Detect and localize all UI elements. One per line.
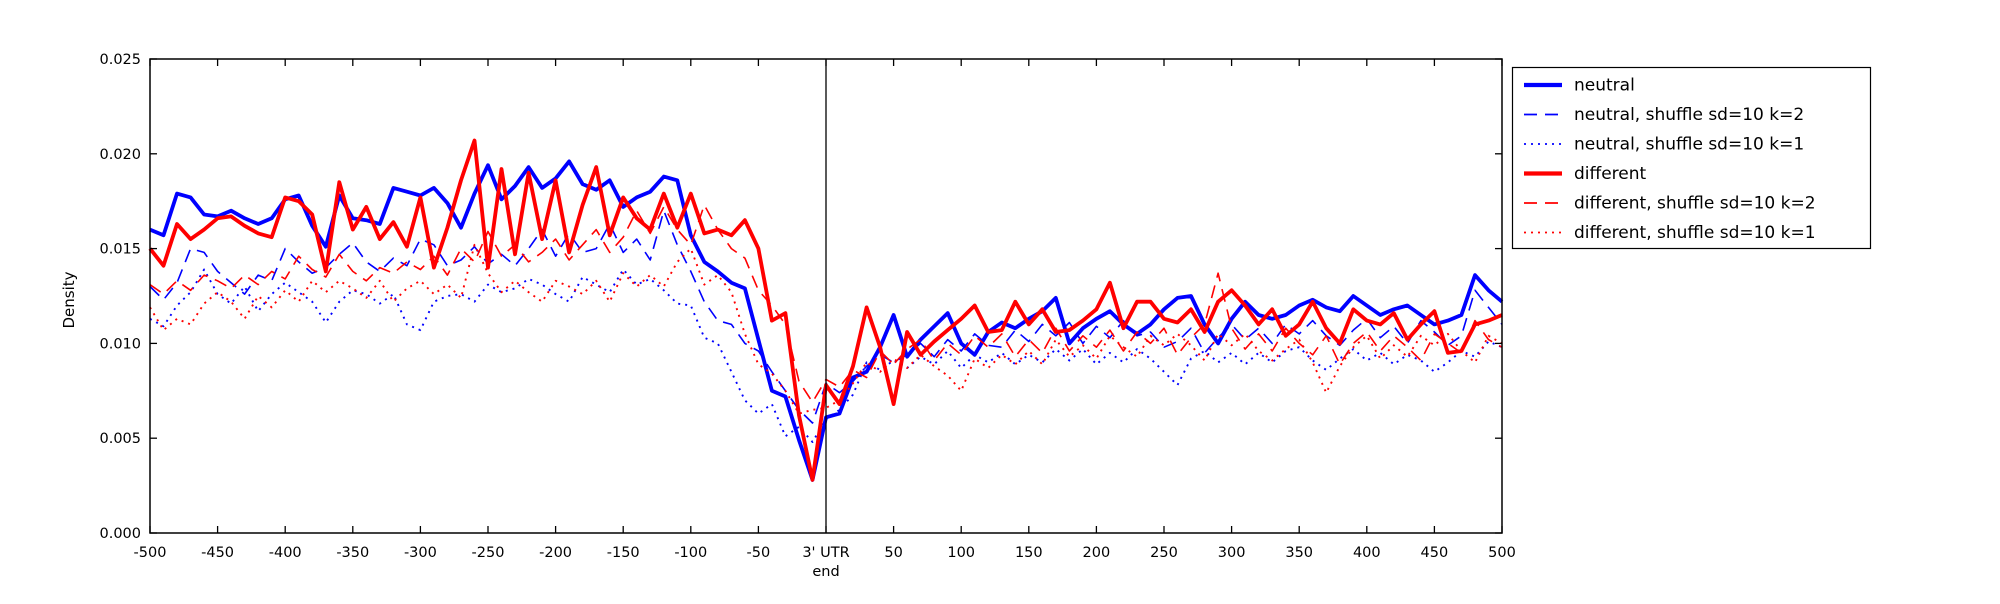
x-tick-label: 200 <box>1083 545 1111 561</box>
legend-label: neutral <box>1574 76 1635 96</box>
x-tick-label-line2: end <box>812 564 839 580</box>
legend-label: different, shuffle sd=10 k=1 <box>1574 223 1816 243</box>
legend-label: different, shuffle sd=10 k=2 <box>1574 194 1816 214</box>
legend-entry: neutral, shuffle sd=10 k=2 <box>1524 105 1804 125</box>
x-tick-label: -150 <box>607 545 640 561</box>
x-tick-label: -300 <box>404 545 437 561</box>
y-tick-label: 0.025 <box>99 52 141 68</box>
y-axis-label: Density <box>60 271 78 328</box>
legend-label: neutral, shuffle sd=10 k=1 <box>1574 135 1804 155</box>
x-tick-label: 400 <box>1353 545 1381 561</box>
legend-entry: different, shuffle sd=10 k=1 <box>1524 223 1816 243</box>
x-tick-label: -250 <box>472 545 505 561</box>
y-tick-label: 0.000 <box>99 526 141 542</box>
axis-ticks <box>149 58 1503 534</box>
x-tick-label: 250 <box>1150 545 1178 561</box>
x-tick-label: 150 <box>1015 545 1043 561</box>
y-tick-label: 0.010 <box>99 336 141 352</box>
x-tick-label: 3' UTR <box>802 545 849 561</box>
legend-entry: neutral <box>1524 76 1635 96</box>
series-line-5 <box>149 243 1503 415</box>
x-tick-label: -500 <box>134 545 167 561</box>
legend: neutral neutral, shuffle sd=10 k=2 neutral… <box>1511 66 1872 250</box>
y-tick-label: 0.005 <box>99 431 141 447</box>
x-tick-label: 500 <box>1488 545 1516 561</box>
legend-label: neutral, shuffle sd=10 k=2 <box>1574 105 1804 125</box>
x-tick-label: -50 <box>747 545 771 561</box>
legend-entry: different <box>1524 164 1647 184</box>
x-tick-label: -100 <box>674 545 707 561</box>
x-tick-label: -350 <box>336 545 369 561</box>
x-tick-label: 50 <box>884 545 902 561</box>
x-tick-label: 450 <box>1421 545 1449 561</box>
x-tick-label: 100 <box>947 545 975 561</box>
x-tick-label: 350 <box>1285 545 1313 561</box>
x-tick-label: -200 <box>539 545 572 561</box>
x-tick-label: -400 <box>269 545 302 561</box>
y-tick-labels: 0.000 0.005 0.010 0.015 0.020 0.025 <box>99 52 141 542</box>
x-tick-labels: -500 -450 -400 -350 -300 -250 -200 -150 -100 -50 3… <box>134 545 1516 580</box>
x-tick-label: 300 <box>1218 545 1246 561</box>
legend-entry: neutral, shuffle sd=10 k=1 <box>1524 135 1804 155</box>
y-tick-label: 0.020 <box>99 147 141 163</box>
y-tick-label: 0.015 <box>99 242 141 258</box>
legend-box <box>1511 66 1872 250</box>
legend-entry: different, shuffle sd=10 k=2 <box>1524 194 1816 214</box>
legend-label: different <box>1574 164 1647 184</box>
x-tick-label: -450 <box>201 545 234 561</box>
